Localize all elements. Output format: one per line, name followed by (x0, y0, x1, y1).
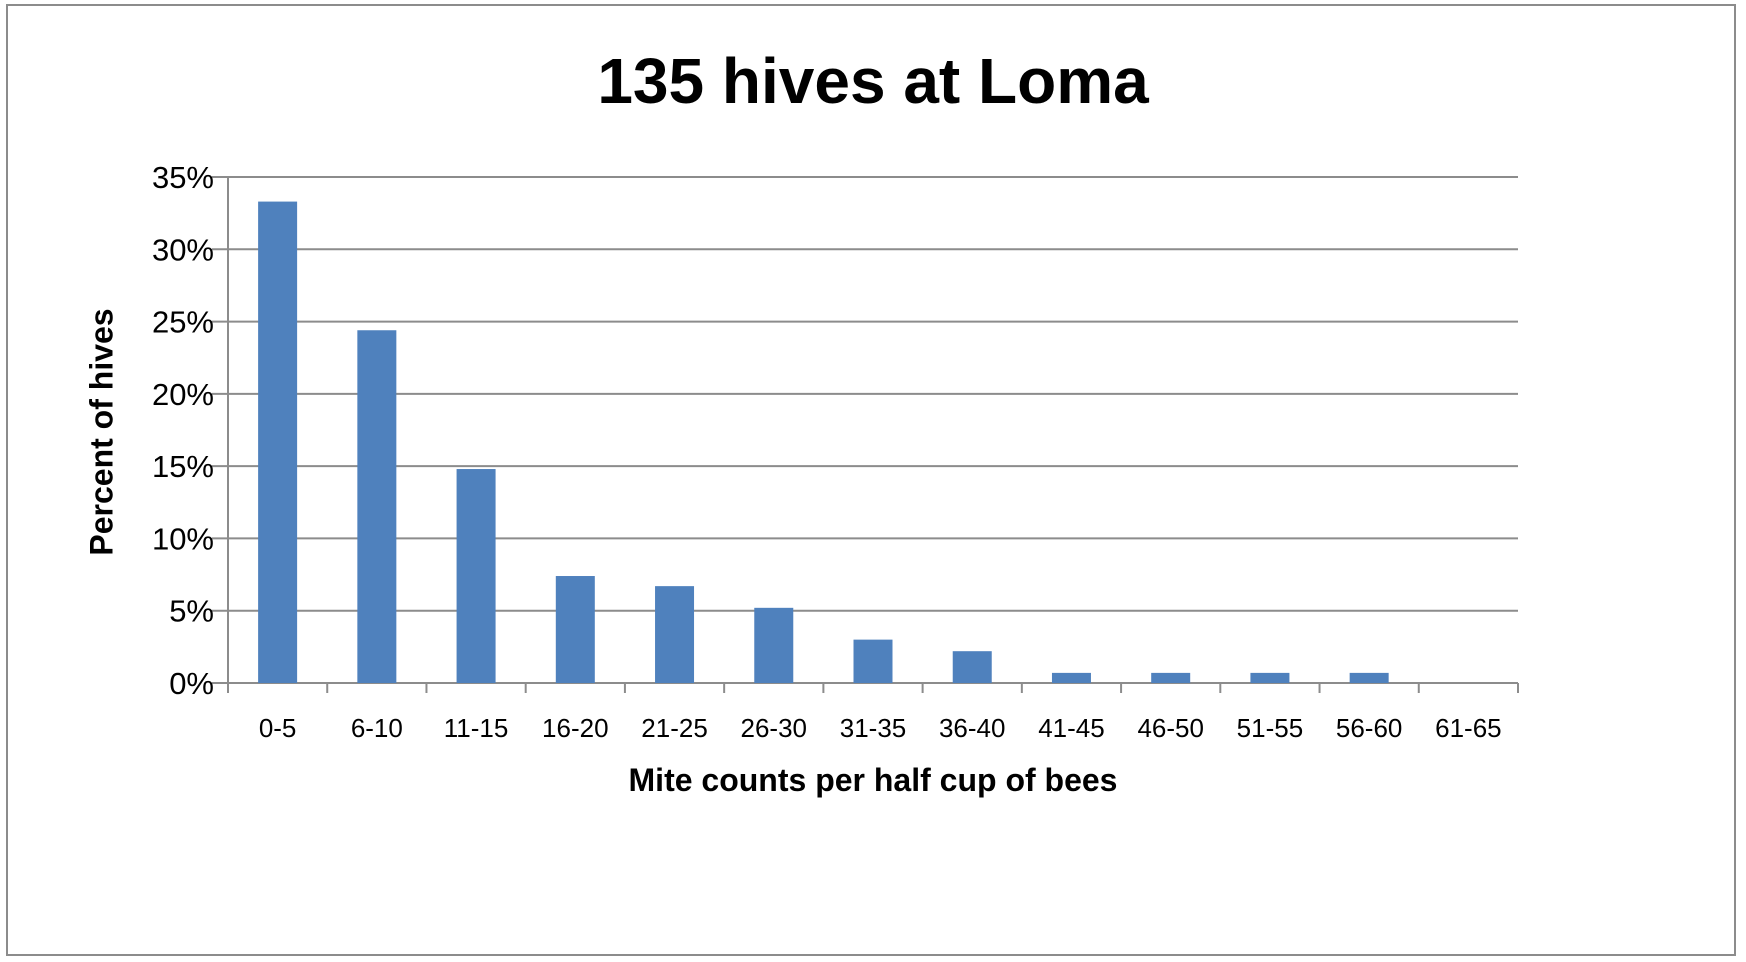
bar-41-45 (1051, 672, 1091, 683)
x-tick-label: 41-45 (1038, 713, 1105, 743)
y-tick-label: 15% (152, 449, 214, 484)
x-tick-label: 0-5 (259, 713, 297, 743)
chart-title: 135 hives at Loma (597, 45, 1149, 117)
x-tick-label: 61-65 (1435, 713, 1502, 743)
y-tick-label: 10% (152, 521, 214, 556)
y-tick-label: 25% (152, 305, 214, 340)
bar-31-35 (853, 639, 893, 683)
x-axis-label: Mite counts per half cup of bees (628, 762, 1118, 798)
x-tick-label: 31-35 (840, 713, 907, 743)
x-tick-label: 56-60 (1336, 713, 1403, 743)
bar-51-55 (1250, 672, 1290, 683)
y-tick-label: 30% (152, 232, 214, 267)
y-tick-label: 0% (169, 666, 214, 701)
bar-36-40 (952, 651, 992, 683)
y-tick-label: 5% (169, 594, 214, 629)
x-tick-label: 46-50 (1137, 713, 1204, 743)
x-tick-label: 6-10 (351, 713, 403, 743)
bar-56-60 (1349, 672, 1389, 683)
x-tick-label: 36-40 (939, 713, 1006, 743)
x-tick-label: 26-30 (741, 713, 808, 743)
bar-46-50 (1151, 672, 1191, 683)
y-tick-label: 35% (152, 160, 214, 195)
x-tick-label: 21-25 (641, 713, 708, 743)
x-tick-label: 11-15 (444, 713, 509, 743)
bar-26-30 (754, 607, 794, 683)
x-tick-label: 16-20 (542, 713, 609, 743)
y-tick-label: 20% (152, 377, 214, 412)
bar-6-10 (357, 330, 397, 683)
bar-21-25 (655, 586, 695, 683)
bar-11-15 (456, 469, 496, 683)
bar-0-5 (258, 201, 298, 683)
bar-16-20 (555, 576, 595, 683)
x-tick-label: 51-55 (1237, 713, 1304, 743)
